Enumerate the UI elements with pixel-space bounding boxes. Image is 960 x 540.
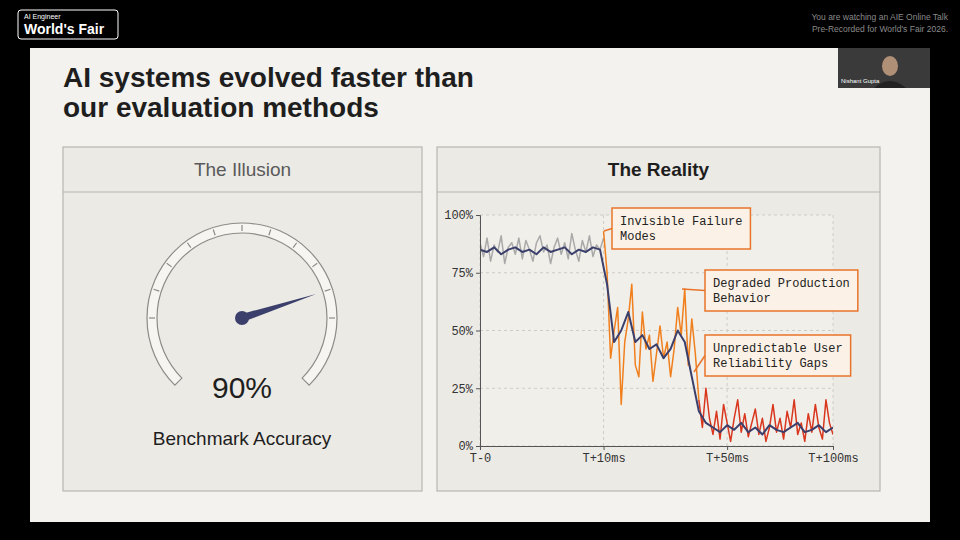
tick-label: 75% [451,267,473,281]
gauge-tick [293,243,297,248]
notice: Pre-Recorded for World's Fair 2026. [812,24,948,34]
panel-divider [437,191,880,192]
gauge-tick [269,230,271,236]
webcam [838,48,930,88]
slide-title: our evaluation methods [63,92,379,123]
panel-title: The Illusion [194,159,291,180]
series-line [699,388,833,441]
webcam-head [882,56,898,76]
tick-mark [480,446,481,450]
series-line [604,231,699,404]
panel-title: The Reality [608,159,710,180]
tick-label: T+50ms [706,452,749,466]
tick: T-0 [470,446,492,466]
panel-divider [63,191,422,192]
notice: You are watching an AIE Online Talk [811,12,948,22]
page: AI EngineerWorld's Fair You are watching … [0,0,960,540]
tick: 75% [451,267,480,281]
gauge-tick [187,243,191,248]
annotation-text: Unpredictable User [713,342,843,356]
gauge-label: Benchmark Accuracy [153,428,332,449]
gauge-tick [325,289,331,291]
background [0,0,960,540]
logo-top: AI Engineer [24,13,61,21]
tick-label: T+100ms [808,452,858,466]
panel [437,147,880,491]
annotation-text: Behavior [713,292,771,306]
gauge-tick [167,263,172,267]
logo-frame [18,10,118,39]
axis: T-0 T+10ms T+50ms T+100ms [470,446,859,466]
axis-line [481,447,834,451]
slide [30,48,930,522]
annotation-box [705,335,851,376]
grid-line [833,215,834,446]
gauge-needle [241,294,316,322]
tick-label: 50% [451,325,473,339]
tick-label: 25% [451,383,473,397]
tick-mark [604,446,605,450]
grid-line [603,215,604,446]
grid-line [480,388,833,389]
annotation: Invisible FailureModes [604,208,750,249]
annotation-leader [694,356,705,373]
gauge-value: 90% [212,371,272,404]
annotation-box [612,208,750,249]
grid-line [480,330,833,331]
tick-mark [476,331,480,332]
tick-mark [727,446,728,450]
tick: T+10ms [582,446,625,466]
annotation-text: Reliability Gaps [713,357,828,371]
axis: 0%25%50%75%100% [444,209,480,454]
annotation-leader [682,289,705,291]
panel [63,147,422,491]
speaker: Nishant Gupta [841,78,880,84]
tick-mark [476,388,480,389]
gauge-tick [213,230,215,236]
annotation: Degraded ProductionBehavior [682,270,858,311]
annotation: Unpredictable UserReliability Gaps [694,335,851,376]
gauge-tick [149,317,155,318]
gauge-ring [147,223,337,385]
annotation-text: Invisible Failure [620,215,742,229]
annotation-text: Modes [620,230,656,244]
tick: T+100ms [808,446,858,466]
gauge-tick [312,263,317,267]
slide-title: AI systems evolved faster than [63,62,474,93]
tick: 25% [451,383,480,397]
annotation-leader [604,229,612,232]
tick: 100% [444,209,480,223]
tick-label: 100% [444,209,474,223]
tick-label: T-0 [470,452,492,466]
annotation-text: Degraded Production [713,277,850,291]
tick-mark [476,446,480,447]
gauge-tick [154,289,160,291]
gauge-tick [329,317,335,318]
tick-mark [833,446,834,450]
annotation-box [705,270,858,311]
tick-mark [476,215,480,216]
tick: 50% [451,325,480,339]
axis-line [476,216,481,447]
tick: T+50ms [706,446,749,466]
tick-mark [476,273,480,274]
tick-label: T+10ms [582,452,625,466]
gauge-tick [241,225,242,231]
logo: World's Fair [24,21,105,37]
gauge-hub [235,311,249,325]
